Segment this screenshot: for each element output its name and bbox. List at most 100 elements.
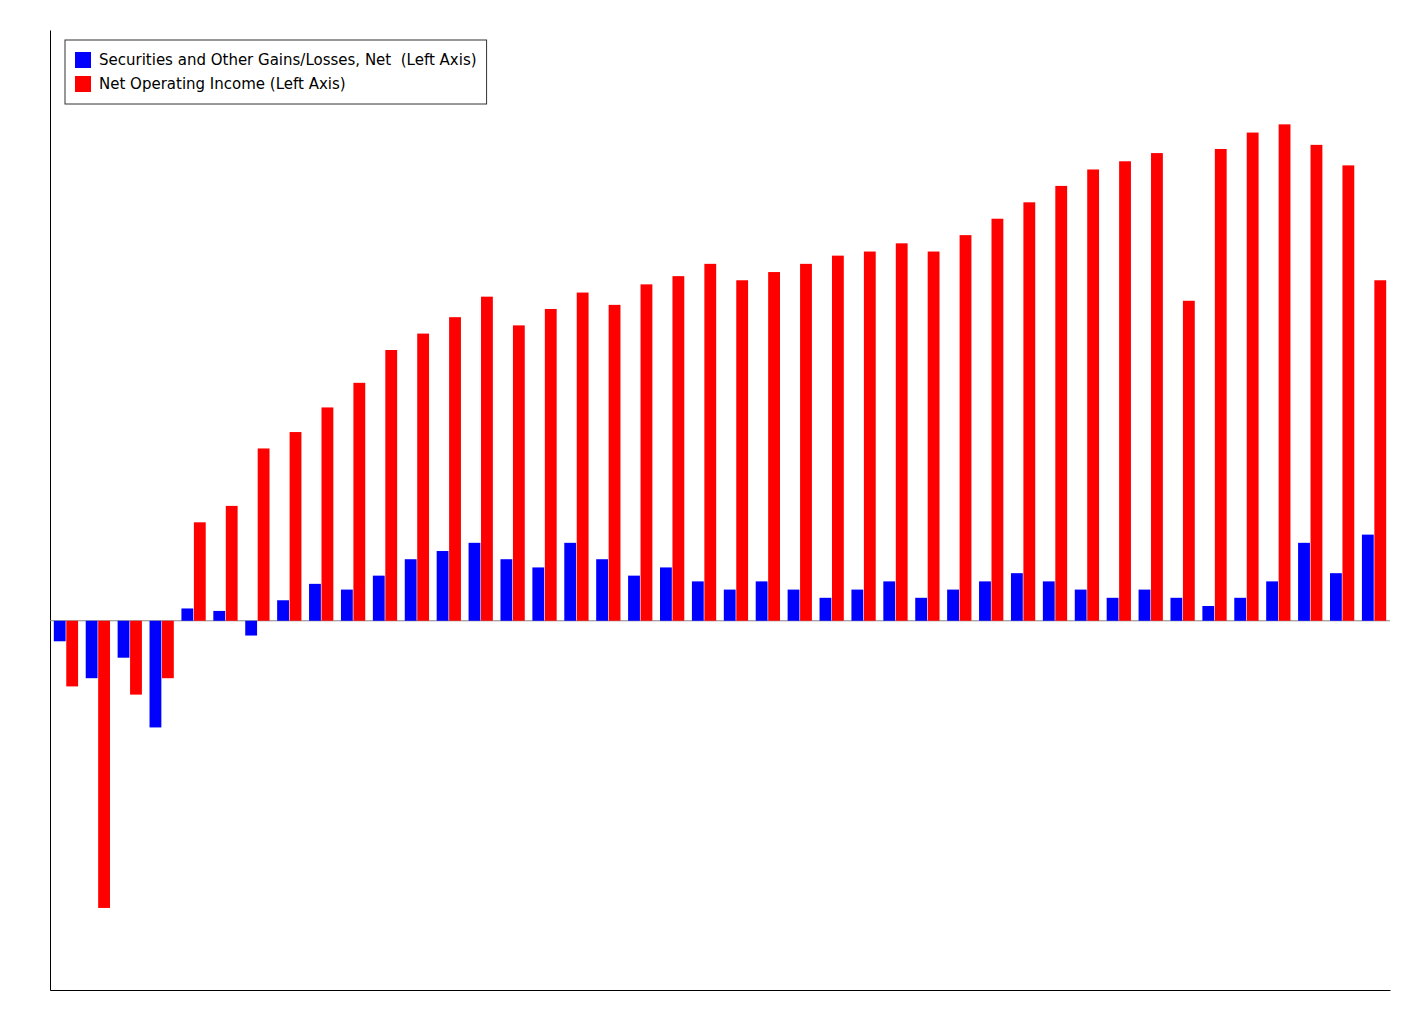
- legend-box: [65, 40, 487, 104]
- y-axis: [50, 31, 51, 991]
- bar: [1215, 149, 1227, 621]
- bar: [577, 293, 589, 621]
- bar: [513, 325, 525, 620]
- bar: [960, 235, 972, 621]
- bar: [54, 621, 66, 642]
- bar: [883, 581, 895, 620]
- chart: Securities and Other Gains/Losses, Net (…: [0, 0, 1420, 1030]
- bar: [800, 264, 812, 621]
- bar: [1202, 606, 1214, 621]
- plot: Securities and Other Gains/Losses, Net (…: [50, 31, 1391, 991]
- bar: [928, 252, 940, 621]
- bar: [564, 543, 576, 621]
- bar: [1279, 124, 1291, 620]
- bar: [832, 256, 844, 621]
- bar: [1075, 590, 1087, 621]
- bar: [162, 621, 174, 678]
- bar: [1374, 280, 1386, 621]
- bar: [992, 219, 1004, 621]
- bar: [864, 252, 876, 621]
- bar: [245, 621, 257, 636]
- legend-swatch: [75, 76, 91, 92]
- bar: [1055, 186, 1067, 621]
- legend: Securities and Other Gains/Losses, Net (…: [65, 40, 487, 104]
- bar: [118, 621, 130, 658]
- legend-label: Securities and Other Gains/Losses, Net (…: [99, 51, 477, 69]
- bar: [672, 276, 684, 621]
- legend-swatch: [75, 52, 91, 68]
- bar: [1087, 169, 1099, 620]
- bar: [98, 621, 110, 908]
- bar: [385, 350, 397, 621]
- x-axis: [51, 990, 1391, 991]
- legend-label: Net Operating Income (Left Axis): [99, 75, 346, 93]
- bar: [373, 576, 385, 621]
- bar: [258, 448, 270, 620]
- bar: [1139, 590, 1151, 621]
- bar: [609, 305, 621, 621]
- bar: [194, 522, 206, 620]
- bar: [768, 272, 780, 621]
- bar: [532, 567, 544, 620]
- bar: [353, 383, 365, 621]
- bar: [1107, 598, 1119, 621]
- bar: [1362, 535, 1374, 621]
- bar: [322, 407, 334, 620]
- bar: [277, 600, 289, 621]
- bar: [1170, 598, 1182, 621]
- bar: [756, 581, 768, 620]
- bar: [660, 567, 672, 620]
- bar: [947, 590, 959, 621]
- x-axis-line: [51, 990, 1391, 991]
- bars: [54, 124, 1386, 908]
- bar: [641, 284, 653, 620]
- legend-item: Net Operating Income (Left Axis): [75, 75, 346, 93]
- bar: [820, 598, 832, 621]
- bar: [692, 581, 704, 620]
- bar: [851, 590, 863, 621]
- bar: [1298, 543, 1310, 621]
- bar: [724, 590, 736, 621]
- bar: [1311, 145, 1323, 621]
- bar: [1023, 202, 1035, 620]
- bar: [736, 280, 748, 621]
- bar: [896, 243, 908, 620]
- bar: [66, 621, 78, 687]
- legend-item: Securities and Other Gains/Losses, Net (…: [75, 51, 477, 69]
- bar: [1266, 581, 1278, 620]
- bar: [500, 559, 512, 621]
- bar: [704, 264, 716, 621]
- bar: [449, 317, 461, 621]
- bar: [405, 559, 417, 621]
- bar: [86, 621, 98, 678]
- bar: [130, 621, 142, 695]
- bar: [1151, 153, 1163, 621]
- bar: [1011, 573, 1023, 621]
- bar: [788, 590, 800, 621]
- y-axis-line: [50, 31, 51, 991]
- bar: [545, 309, 557, 621]
- bar: [290, 432, 302, 621]
- bar: [309, 584, 321, 621]
- bar: [1183, 301, 1195, 621]
- bar: [437, 551, 449, 621]
- bar: [417, 334, 429, 621]
- bar: [481, 297, 493, 621]
- bar: [181, 608, 193, 620]
- bar: [1247, 133, 1259, 621]
- bar: [1234, 598, 1246, 621]
- bar: [341, 590, 353, 621]
- bar: [226, 506, 238, 621]
- bar: [628, 576, 640, 621]
- bar: [915, 598, 927, 621]
- series: [66, 124, 1386, 908]
- bar: [150, 621, 162, 728]
- bar: [213, 611, 225, 621]
- bar: [596, 559, 608, 621]
- bar: [1342, 165, 1354, 620]
- bar: [1330, 573, 1342, 621]
- bar: [1119, 161, 1131, 620]
- bar: [1043, 581, 1055, 620]
- bar: [979, 581, 991, 620]
- bar: [469, 543, 481, 621]
